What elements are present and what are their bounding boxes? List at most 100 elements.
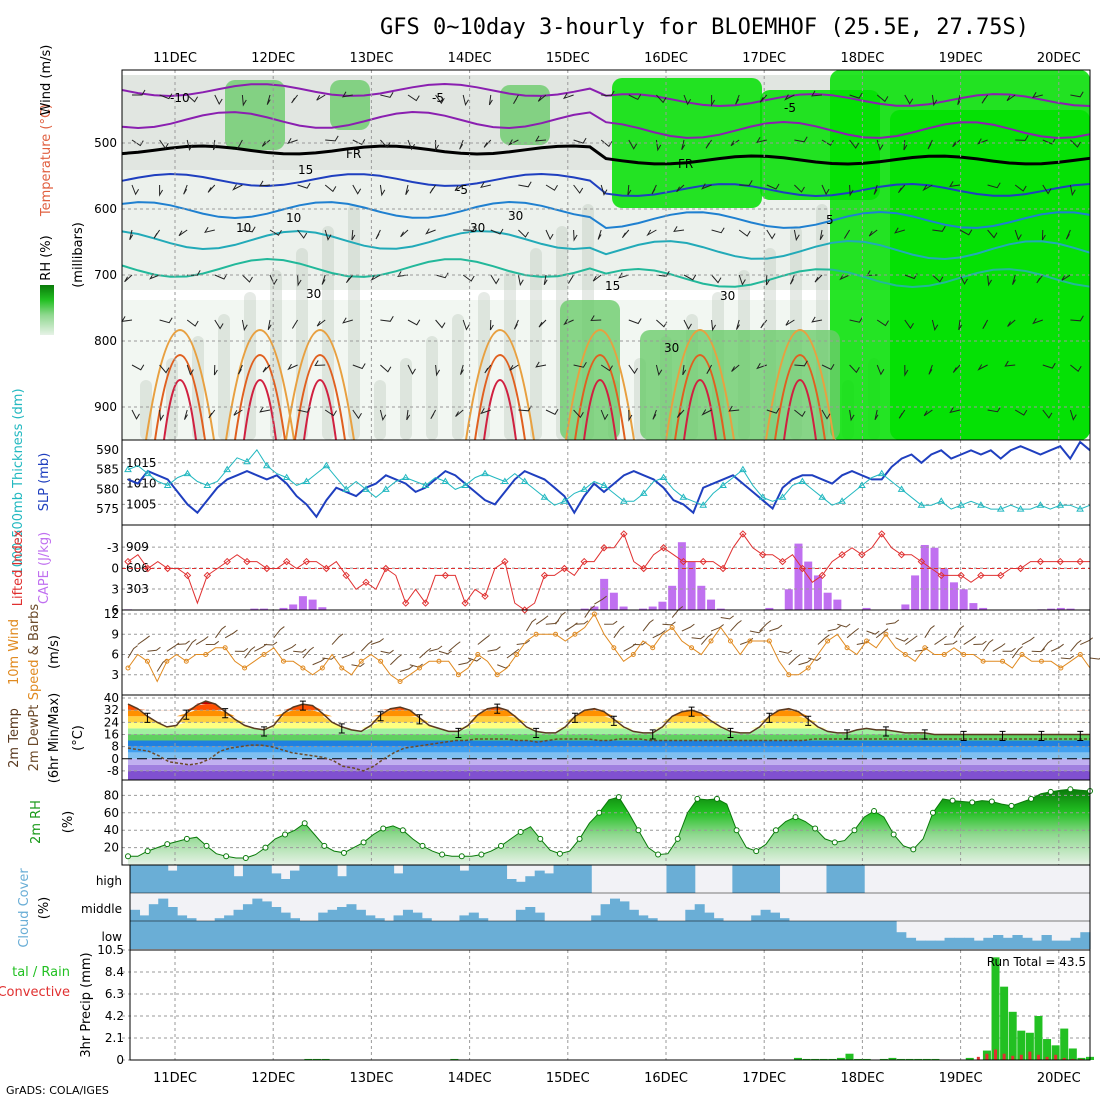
cloud-cell-high <box>487 865 498 893</box>
data-point-rh <box>125 853 131 860</box>
wind-barb <box>652 409 657 420</box>
wind-barb <box>876 94 889 103</box>
data-point-thickness <box>937 497 946 504</box>
data-point-wind <box>1000 658 1006 664</box>
precip-bar <box>1017 1030 1026 1060</box>
precip-bar <box>879 1058 888 1060</box>
precip-bar <box>304 1058 313 1060</box>
wind-barb <box>562 92 574 100</box>
wind-barb <box>651 184 657 195</box>
cape-bar <box>716 608 725 610</box>
cloud-cell-high <box>346 865 357 893</box>
data-point-wind <box>825 638 831 644</box>
wind-barb <box>325 135 339 142</box>
data-point-thickness <box>798 477 807 484</box>
wind-barb <box>720 615 734 620</box>
cloud-cell-low <box>847 921 858 949</box>
warm-contour <box>674 354 726 441</box>
wind-barb <box>132 89 146 96</box>
cloud-cell-high <box>158 865 169 893</box>
wind-barb <box>875 628 889 639</box>
data-point-lifted <box>719 564 727 573</box>
cloud-cell-low <box>411 921 422 949</box>
wind-barb <box>885 619 900 625</box>
data-point-lifted <box>1036 557 1045 566</box>
data-point-lifted <box>977 571 985 580</box>
wind-barb <box>429 645 443 652</box>
wind-barb <box>873 184 878 195</box>
y-tick-label: 32 <box>104 703 119 717</box>
date-label: 12DEC <box>251 1071 295 1086</box>
series-line-temp <box>127 700 1090 736</box>
convective-bar <box>1028 1051 1032 1060</box>
y-axis-label-speed: Speed & Barbs <box>27 604 42 701</box>
wind-barb <box>1069 409 1077 421</box>
wind-barb <box>1060 655 1075 660</box>
cloud-cell-high <box>355 865 366 893</box>
wind-barb <box>931 94 938 107</box>
wind-barb <box>949 181 961 188</box>
cape-bar <box>784 589 793 610</box>
minmax-bar <box>649 729 656 740</box>
cloud-cell-low <box>188 921 199 949</box>
cloud-cell-middle <box>600 904 611 921</box>
data-point-wind <box>533 631 539 637</box>
data-point-thickness <box>540 493 549 500</box>
data-point-rh <box>635 827 642 834</box>
wind-barb <box>360 640 373 652</box>
cloud-cell-low <box>983 937 994 949</box>
wind-barb <box>1006 94 1016 102</box>
cape-bar <box>308 599 317 610</box>
data-point-lifted <box>739 530 747 538</box>
data-point-thickness <box>282 473 291 481</box>
data-point-rh <box>713 795 720 802</box>
cloud-cell-low <box>963 937 975 949</box>
cloud-cell-high <box>261 865 272 893</box>
cloud-cell-low <box>217 921 228 949</box>
wind-barb <box>821 409 831 420</box>
minmax-bar <box>921 729 928 740</box>
legend-convective: Convective <box>0 985 70 1000</box>
data-point-lifted <box>441 571 450 580</box>
wind-barb <box>681 139 686 150</box>
cape-bar <box>658 601 667 610</box>
wind-barb <box>425 228 436 235</box>
warm-contour <box>783 379 817 441</box>
wind-barb <box>574 620 589 625</box>
warm-contour <box>234 354 286 441</box>
cloud-cell-middle <box>130 909 141 921</box>
wind-barb <box>627 184 632 196</box>
wind-barb <box>949 407 961 414</box>
wind-barb <box>297 274 302 287</box>
cloud-cell-low <box>430 921 441 949</box>
date-label: 15DEC <box>546 51 590 66</box>
data-point-lifted <box>520 606 529 614</box>
y-axis-label-wind: 10m Wind <box>7 619 22 685</box>
contour-label: 10 <box>236 221 251 235</box>
wind-barb <box>537 94 547 102</box>
cloud-cell-low <box>731 921 742 949</box>
cloud-cell-middle <box>290 918 301 921</box>
precip-bar <box>1051 1045 1060 1060</box>
data-point-wind <box>280 658 286 664</box>
wind-barb <box>351 662 365 667</box>
wind-barb <box>214 273 228 280</box>
cloud-cell-low <box>973 940 984 949</box>
wind-barb <box>876 319 889 327</box>
date-label: 17DEC <box>742 51 786 66</box>
wind-barb <box>874 409 879 421</box>
cloud-cell-middle <box>280 912 291 921</box>
wind-barb <box>1050 643 1064 652</box>
precip-bar <box>914 1058 923 1060</box>
y-tick-label: 600 <box>94 202 117 216</box>
temperature-band <box>128 728 1090 735</box>
cloud-cell-low <box>585 921 597 949</box>
data-point-thickness <box>362 485 370 492</box>
wind-barb <box>682 364 687 376</box>
data-point-thickness <box>659 473 668 481</box>
wind-barb <box>156 658 168 672</box>
wind-barb <box>407 319 421 326</box>
cloud-cell-low <box>1060 940 1072 949</box>
data-point-thickness <box>342 485 351 492</box>
